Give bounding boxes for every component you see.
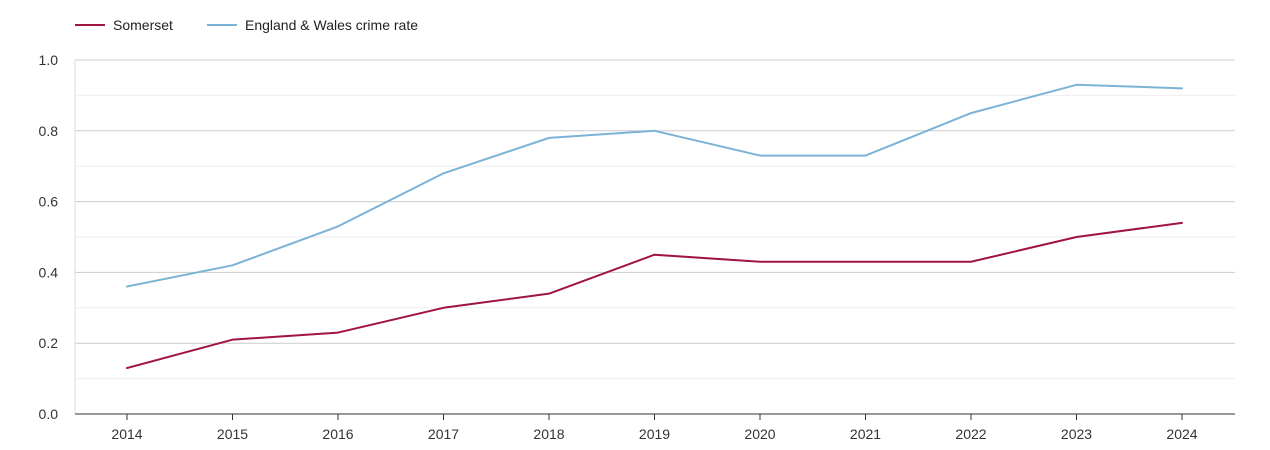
series-line-england-wales-crime-rate bbox=[126, 83, 1183, 288]
y-tick-label: 0.2 bbox=[39, 335, 59, 351]
legend-label: Somerset bbox=[113, 17, 173, 33]
x-tick-label: 2018 bbox=[533, 426, 564, 442]
series-line-somerset bbox=[126, 221, 1183, 369]
x-tick-label: 2019 bbox=[639, 426, 670, 442]
x-tick-label: 2023 bbox=[1061, 426, 1092, 442]
chart-legend: Somerset England & Wales crime rate bbox=[75, 17, 418, 33]
y-tick-label: 0.4 bbox=[39, 264, 59, 280]
x-tick-label: 2017 bbox=[428, 426, 459, 442]
x-tick-label: 2024 bbox=[1166, 426, 1197, 442]
x-tick-label: 2020 bbox=[744, 426, 775, 442]
x-tick-label: 2015 bbox=[217, 426, 248, 442]
y-axis: 0.0 0.2 0.4 0.6 0.8 1.0 bbox=[39, 52, 76, 422]
legend-item[interactable]: England & Wales crime rate bbox=[207, 17, 418, 33]
y-tick-label: 0.0 bbox=[39, 406, 59, 422]
x-axis: 2014 2015 2016 2017 2018 2019 2020 2021 2022 2023… bbox=[75, 413, 1235, 442]
chart-series bbox=[126, 83, 1183, 369]
y-tick-label: 0.8 bbox=[39, 123, 59, 139]
y-tick-label: 1.0 bbox=[39, 52, 59, 68]
legend-label: England & Wales crime rate bbox=[245, 17, 418, 33]
chart-grid bbox=[75, 59, 1235, 380]
x-tick-label: 2014 bbox=[111, 426, 142, 442]
y-tick-label: 0.6 bbox=[39, 194, 59, 210]
x-tick-label: 2022 bbox=[955, 426, 986, 442]
legend-item[interactable]: Somerset bbox=[75, 17, 173, 33]
x-tick-label: 2016 bbox=[322, 426, 353, 442]
x-tick-label: 2021 bbox=[850, 426, 881, 442]
